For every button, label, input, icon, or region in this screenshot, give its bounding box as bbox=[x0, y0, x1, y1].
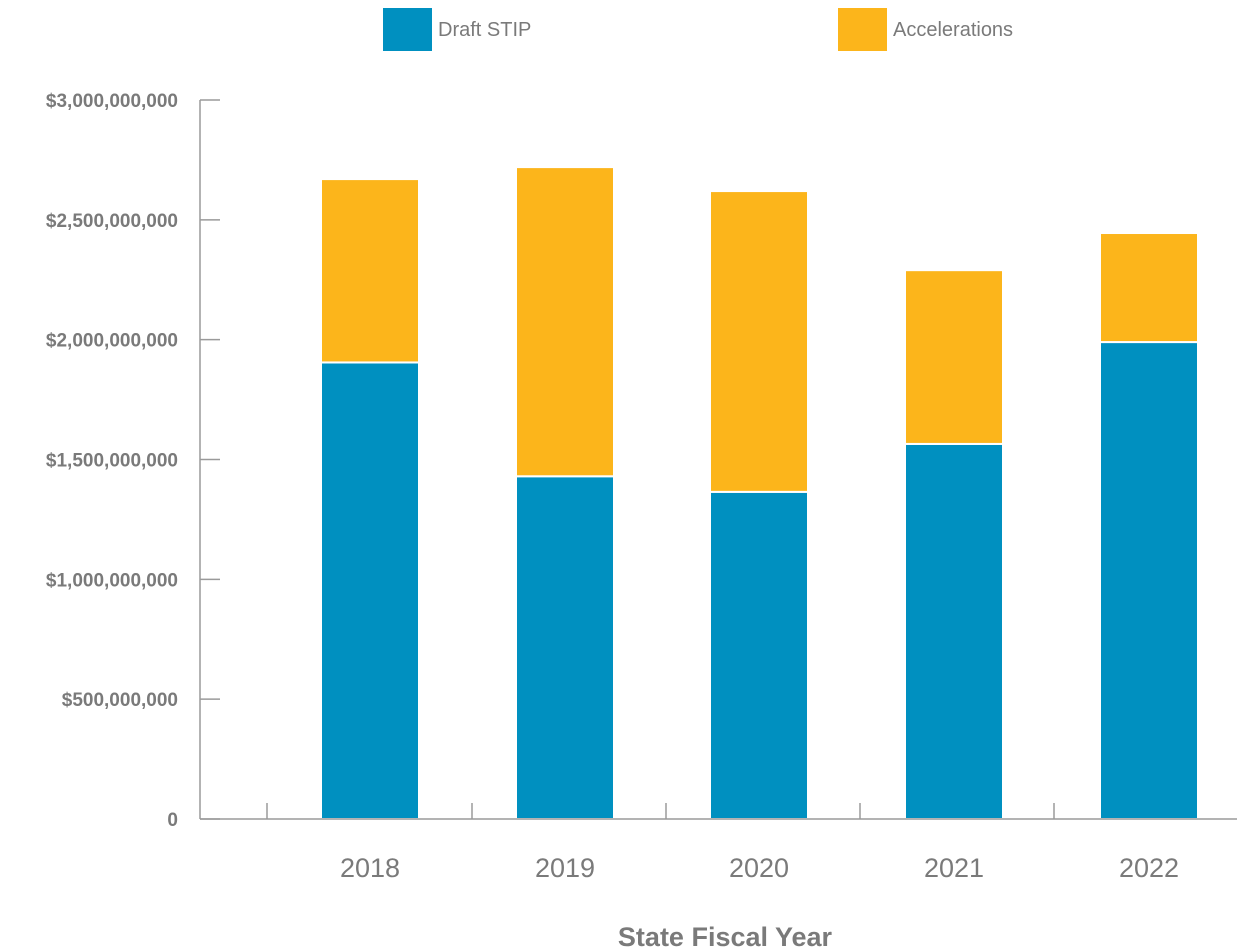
x-tick-label-2018: 2018 bbox=[340, 853, 400, 883]
bar-accelerations-2018 bbox=[320, 178, 420, 364]
y-tick-label-2: $1,000,000,000 bbox=[46, 570, 178, 591]
y-tick-label-3: $1,500,000,000 bbox=[46, 451, 178, 472]
legend-swatch-0 bbox=[383, 8, 432, 51]
x-tick-label-2022: 2022 bbox=[1119, 853, 1179, 883]
y-tick-label-6: $3,000,000,000 bbox=[46, 91, 178, 112]
bar-accelerations-2020 bbox=[709, 190, 809, 493]
x-axis-title: State Fiscal Year bbox=[618, 922, 833, 952]
y-tick-label-1: $500,000,000 bbox=[62, 690, 178, 711]
x-tick-label-2019: 2019 bbox=[535, 853, 595, 883]
bars bbox=[320, 166, 1199, 820]
bar-accelerations-2019 bbox=[515, 166, 615, 478]
bar-draft-stip-2018 bbox=[320, 361, 420, 820]
x-axis: 2018 2019 2020 2021 2022 bbox=[200, 803, 1237, 883]
legend-label-0: Draft STIP bbox=[438, 19, 531, 41]
y-axis: 0 $500,000,000 $1,000,000,000 $1,500,000,00… bbox=[46, 91, 220, 831]
y-tick-label-4: $2,000,000,000 bbox=[46, 331, 178, 352]
bar-draft-stip-2021 bbox=[904, 442, 1004, 820]
legend: Draft STIP Accelerations bbox=[383, 8, 1013, 51]
y-tick-label-5: $2,500,000,000 bbox=[46, 211, 178, 232]
bar-draft-stip-2020 bbox=[709, 490, 809, 820]
legend-label-1: Accelerations bbox=[893, 19, 1013, 41]
legend-swatch-1 bbox=[838, 8, 887, 51]
x-tick-label-2021: 2021 bbox=[924, 853, 984, 883]
y-tick-label-0: 0 bbox=[167, 810, 178, 831]
bar-draft-stip-2019 bbox=[515, 475, 615, 820]
bar-accelerations-2022 bbox=[1099, 232, 1199, 344]
bar-draft-stip-2022 bbox=[1099, 341, 1199, 820]
x-tick-label-2020: 2020 bbox=[729, 853, 789, 883]
bar-accelerations-2021 bbox=[904, 269, 1004, 445]
